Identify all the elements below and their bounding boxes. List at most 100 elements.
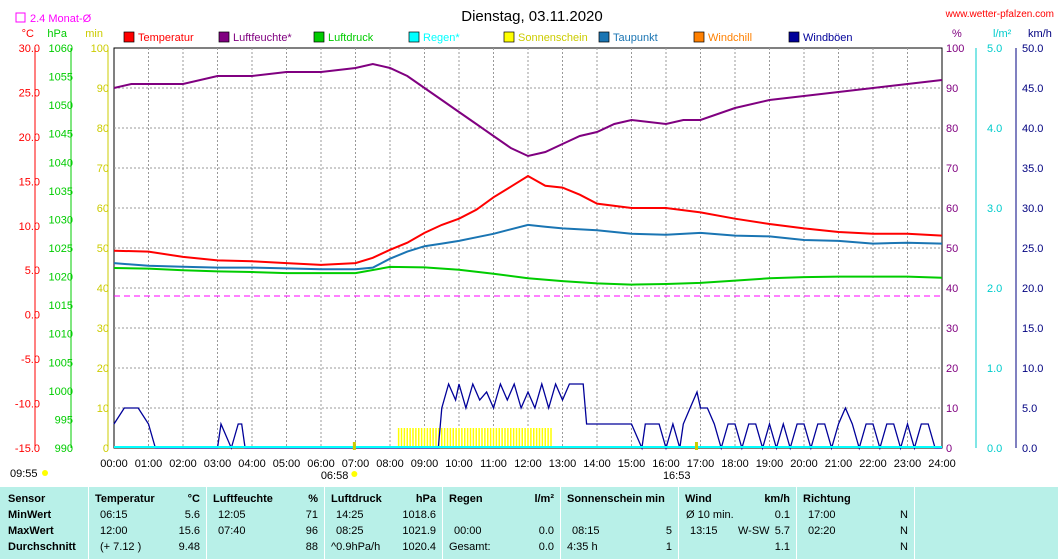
sun-hours-label: 09:55 [10, 468, 38, 480]
series-temperatur [113, 174, 943, 266]
axis-tick-label: 0.0 [1022, 443, 1037, 455]
stats-header-dir: Richtung [803, 493, 851, 505]
legend-label: Windchill [708, 32, 752, 44]
stats-cell: 1.1 [774, 541, 790, 553]
axis-tick-label: 60 [946, 203, 958, 215]
axis-tick-label: 50 [97, 243, 109, 255]
legend-label: Regen* [423, 32, 460, 44]
stats-cell: 12:05 [218, 509, 246, 521]
stats-row-label: MaxWert [8, 525, 54, 537]
x-tick-label: 05:00 [273, 458, 301, 470]
axis-tick-label: 30 [946, 323, 958, 335]
axis-tick-label: 990 [55, 443, 73, 455]
axes-layer: 30.0 25.0 20.0 15.0 10.0 5.0 0.0 -5.0 -10.0 -15.0… [15, 28, 1052, 455]
stats-cell: 9.48 [178, 541, 200, 553]
legend-label: Taupunkt [613, 32, 658, 44]
legend-label: Sonnenschein [518, 32, 588, 44]
stats-cell: 02:20 [808, 525, 836, 537]
sunset-label: 16:53 [663, 470, 691, 482]
axis-tick-label: 4.0 [987, 123, 1002, 135]
axis-unit-label: °C [22, 28, 34, 40]
legend-label: Luftfeuchte* [233, 32, 292, 44]
axis-tick-label: 1045 [49, 129, 73, 141]
weather-chart: 30.0 25.0 20.0 15.0 10.0 5.0 0.0 -5.0 -10.0 -15.0… [10, 8, 1054, 482]
series-layer [113, 62, 943, 451]
stats-cell: 0.0 [538, 541, 554, 553]
axis-tick-label: 60 [97, 203, 109, 215]
stats-cell: 08:15 [572, 525, 600, 537]
stats-divider [678, 487, 679, 559]
stats-cell: Ø 10 min. [686, 509, 734, 521]
axis-tick-label: 3.0 [987, 203, 1002, 215]
stats-header-temp: Temperatur [95, 493, 155, 505]
axis-tick-label: -15.0 [15, 443, 40, 455]
axis-tick-label: 1025 [49, 243, 73, 255]
axis-tick-label: 5.0 [987, 43, 1002, 55]
legend-label: Luftdruck [328, 32, 374, 44]
stats-cell: 1 [665, 541, 672, 553]
axis-tick-label: 20.0 [1022, 283, 1043, 295]
stats-cell: 13:15 [690, 525, 718, 537]
x-tick-label: 03:00 [204, 458, 232, 470]
stats-cell: 5.7 [774, 525, 790, 537]
stats-cell: 12:00 [100, 525, 128, 537]
axis-tick-label: 10 [946, 403, 958, 415]
axis-tick-label: 1015 [49, 300, 73, 312]
series-luftfeuchte [113, 62, 943, 158]
x-tick-label: 13:00 [549, 458, 577, 470]
stats-row-label: Durchschnitt [8, 541, 76, 553]
axis-unit-label: l/m² [993, 28, 1012, 40]
series-luftdruck [113, 265, 943, 286]
x-tick-label: 11:00 [480, 458, 507, 470]
x-tick-label: 15:00 [618, 458, 646, 470]
axis-unit-label: hPa [47, 28, 67, 40]
axis-tick-label: 20 [946, 363, 958, 375]
axis-tick-label: 45.0 [1022, 83, 1043, 95]
axis-tick-label: 40 [946, 283, 958, 295]
x-tick-label: 08:00 [376, 458, 404, 470]
axis-tick-label: 1010 [49, 329, 73, 341]
stats-cell: Gesamt: [449, 541, 491, 553]
legend-swatch [598, 31, 610, 43]
sun-icon [42, 470, 48, 476]
stats-header-press-unit: hPa [415, 493, 436, 505]
stats-cell: 1018.6 [402, 509, 436, 521]
axis-tick-label: 1020 [49, 272, 73, 284]
stats-cell: N [900, 509, 908, 521]
axis-tick-label: -5.0 [21, 354, 40, 366]
axis-tick-label: 70 [97, 163, 109, 175]
site-link[interactable]: www.wetter-pfalzen.com [945, 9, 1054, 20]
axis-tick-label: 0.0 [987, 443, 1002, 455]
x-tick-label: 16:00 [652, 458, 680, 470]
axis-tick-label: 1055 [49, 72, 73, 84]
stats-divider [324, 487, 325, 559]
stats-cell: 4:35 h [567, 541, 598, 553]
legend-swatch [218, 31, 230, 43]
axis-tick-label: 90 [97, 83, 109, 95]
sun-icon [351, 471, 358, 477]
axis-tick-label: 100 [946, 43, 964, 55]
stats-divider [442, 487, 443, 559]
axis-tick-label: 1035 [49, 186, 73, 198]
stats-cell: 0.0 [538, 525, 554, 537]
legend-label: Temperatur [138, 32, 194, 44]
legend-swatch [503, 31, 515, 43]
x-tick-label: 02:00 [169, 458, 197, 470]
stats-header-rain: Regen [449, 493, 483, 505]
axis-tick-label: 40 [97, 283, 109, 295]
axis-tick-label: 1040 [49, 157, 73, 169]
stats-cell: 1021.9 [402, 525, 436, 537]
axis-tick-label: 90 [946, 83, 958, 95]
stats-header-press: Luftdruck [331, 493, 382, 505]
axis-tick-label: 1060 [49, 43, 73, 55]
legend-swatch [693, 31, 705, 43]
stats-header-hum: Luftfeuchte [213, 493, 273, 505]
stats-header-hum-unit: % [308, 493, 318, 505]
axis-tick-label: 25.0 [1022, 243, 1043, 255]
axis-tick-label: 5.0 [25, 265, 40, 277]
x-tick-label: 24:00 [928, 458, 956, 470]
axis-unit-label: min [85, 28, 103, 40]
axis-tick-label: 15.0 [1022, 323, 1043, 335]
axis-tick-label: 1030 [49, 214, 73, 226]
stats-cell: 88 [305, 541, 318, 553]
